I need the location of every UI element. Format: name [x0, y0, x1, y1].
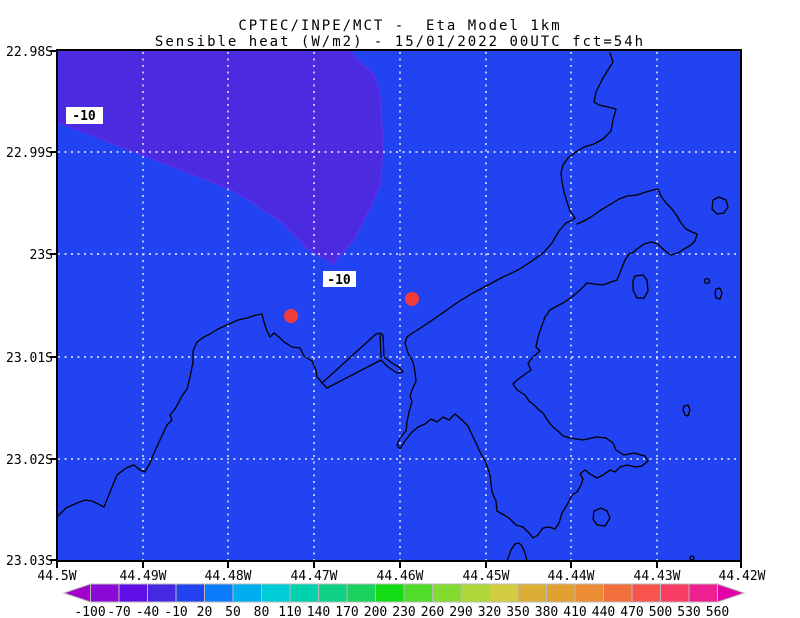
colorbar-tick-label: 500 [649, 605, 672, 618]
colorbar-segment [688, 583, 718, 603]
colorbar-right-arrow [717, 583, 746, 603]
lon-label-6: 44.44W [548, 569, 595, 584]
colorbar-segment [346, 583, 376, 603]
colorbar-segment [574, 583, 604, 603]
islet-1 [703, 277, 711, 285]
colorbar-segment [660, 583, 690, 603]
colorbar-tick-label: 230 [392, 605, 415, 618]
colorbar-segment [403, 583, 433, 603]
colorbar: -100 -70 -40 -10 20 50 80 110 140 170 20… [62, 583, 746, 618]
lat-label-5: 23.03S [6, 554, 53, 569]
colorbar-segment [318, 583, 348, 603]
station-dot-west [284, 309, 298, 323]
colorbar-tick-label: 110 [278, 605, 301, 618]
colorbar-segment [90, 583, 120, 603]
coastline-west-mainland [56, 313, 323, 518]
colorbar-tick-label: 530 [677, 605, 700, 618]
lat-label-2: 23S [30, 248, 53, 263]
colorbar-segment [175, 583, 205, 603]
colorbar-tick-label: 80 [254, 605, 270, 618]
axis-tick-marks [50, 50, 742, 568]
colorbar-tick-label: 20 [197, 605, 213, 618]
island-oblong [632, 274, 649, 299]
lat-label-4: 23.02S [6, 453, 53, 468]
lat-label-1: 22.99S [6, 146, 53, 161]
colorbar-segment [232, 583, 262, 603]
colorbar-tick-label: 350 [506, 605, 529, 618]
lon-label-2: 44.48W [205, 569, 252, 584]
colorbar-segment [631, 583, 661, 603]
lon-label-5: 44.45W [463, 569, 510, 584]
contour-label-1-box [66, 107, 103, 124]
islet-3 [682, 404, 691, 417]
lon-label-3: 44.47W [291, 569, 338, 584]
contour-label-2-box [323, 271, 356, 287]
coastline-bottom-dome [506, 542, 528, 562]
lon-label-7: 44.43W [634, 569, 681, 584]
colorbar-tick-label: -70 [107, 605, 130, 618]
station-dot-east [405, 292, 419, 306]
coastline-layer [56, 52, 729, 562]
colorbar-segment [489, 583, 519, 603]
title-line-1: CPTEC/INPE/MCT - Eta Model 1km [238, 18, 561, 34]
colorbar-segment [289, 583, 319, 603]
colorbar-left-arrow [62, 583, 91, 603]
colorbar-tick-label: 320 [478, 605, 501, 618]
coastline-sand-spit [321, 332, 404, 389]
colorbar-tick-label: -100 [74, 605, 105, 618]
lon-label-4: 44.46W [377, 569, 424, 584]
lat-label-0: 22.98S [6, 45, 53, 60]
colorbar-tick-label: 470 [620, 605, 643, 618]
colorbar-tick-label: 380 [535, 605, 558, 618]
lon-label-8: 44.42W [719, 569, 766, 584]
lon-label-1: 44.49W [120, 569, 167, 584]
contour-label-1-text: -10 [72, 109, 96, 124]
island-round [592, 507, 611, 527]
coastline-northeast-shore [576, 188, 698, 256]
colorbar-segment [603, 583, 633, 603]
coastline-bay-and-peninsula [396, 52, 649, 539]
colorbar-tick-label: 170 [335, 605, 358, 618]
colorbar-segment [546, 583, 576, 603]
island-ring-upper-right [711, 196, 729, 215]
colorbar-segment [204, 583, 234, 603]
colorbar-tick-label: 560 [706, 605, 729, 618]
colorbar-tick-label: 290 [449, 605, 472, 618]
negative-heat-region [56, 49, 384, 265]
colorbar-tick-label: -10 [164, 605, 187, 618]
colorbar-tick-label: 140 [307, 605, 330, 618]
graticule-gridlines [58, 52, 740, 560]
colorbar-tick-label: 200 [364, 605, 387, 618]
islet-2 [714, 287, 723, 300]
colorbar-segment [432, 583, 462, 603]
colorbar-tick-label: 50 [225, 605, 241, 618]
colorbar-tick-label: 410 [563, 605, 586, 618]
colorbar-tick-label: 440 [592, 605, 615, 618]
lat-label-3: 23.01S [6, 351, 53, 366]
contour-label-2-text: -10 [327, 273, 351, 288]
colorbar-segment [147, 583, 177, 603]
colorbar-segment [460, 583, 490, 603]
title-line-2: Sensible heat (W/m2) - 15/01/2022 00UTC … [155, 34, 645, 50]
colorbar-segment [118, 583, 148, 603]
lon-label-0: 44.5W [37, 569, 76, 584]
colorbar-segment [517, 583, 547, 603]
contour-label-2: -10 [323, 271, 356, 288]
colorbar-segment [375, 583, 405, 603]
contour-label-1: -10 [66, 107, 103, 124]
colorbar-tick-label: -40 [136, 605, 159, 618]
colorbar-segment [261, 583, 291, 603]
colorbar-tick-label: 260 [421, 605, 444, 618]
